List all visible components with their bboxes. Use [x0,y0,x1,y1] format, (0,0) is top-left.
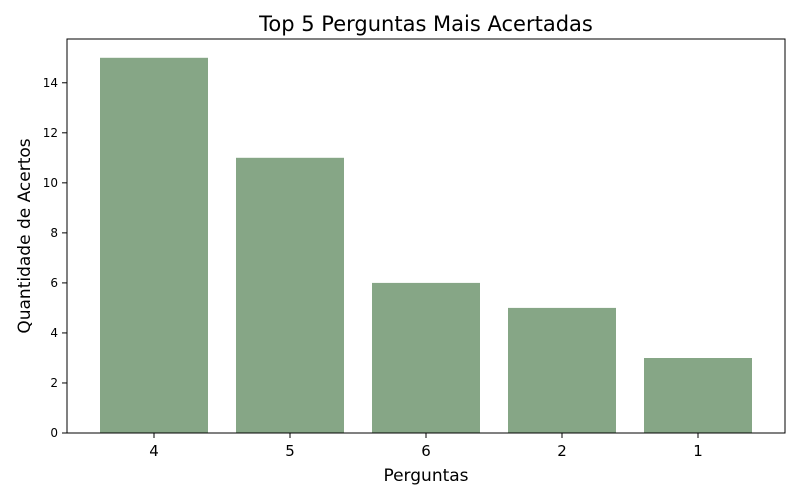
x-axis-label: Perguntas [383,466,468,486]
x-tick-label: 5 [285,442,295,460]
bar-5 [236,157,344,434]
y-tick-label: 2 [50,376,58,390]
bar-6 [372,282,480,433]
y-axis-label: Quantidade de Acertos [15,138,35,333]
y-tick-label: 6 [50,276,58,290]
y-tick-label: 0 [50,426,58,440]
y-tick-label: 12 [43,126,58,140]
bar-2 [508,307,616,433]
y-tick-label: 14 [43,76,58,90]
x-tick-label: 4 [149,442,159,460]
x-tick-label: 1 [693,442,703,460]
y-tick-label: 8 [50,226,58,240]
bar-4 [100,57,208,434]
x-tick-label: 2 [557,442,567,460]
y-axis-ticks: 0 2 4 6 8 10 12 14 [43,76,67,440]
y-tick-label: 4 [50,326,58,340]
y-tick-label: 10 [43,176,58,190]
bar-1 [644,358,752,433]
bars-group [100,57,752,434]
x-tick-label: 6 [421,442,431,460]
chart-title: Top 5 Perguntas Mais Acertadas [258,12,593,36]
x-axis-ticks: 4 5 6 2 1 [149,433,703,460]
